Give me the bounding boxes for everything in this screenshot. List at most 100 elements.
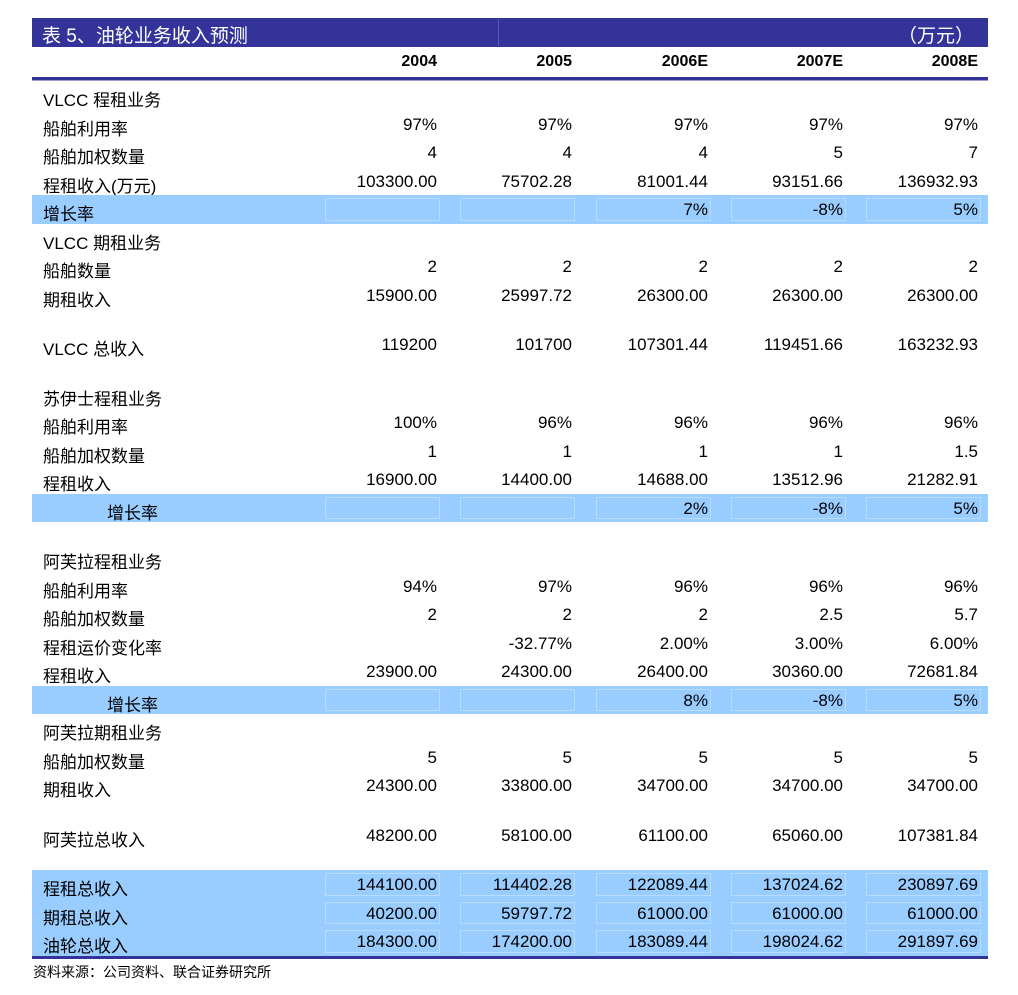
cell-value: 5%	[953, 200, 978, 219]
cell-border	[731, 198, 846, 221]
cell-border	[596, 873, 711, 896]
cell-border	[866, 873, 981, 896]
row-label: 增长率	[107, 695, 158, 715]
cell-border	[460, 496, 575, 519]
cell-value: 6.00%	[929, 633, 978, 653]
cell-border	[325, 496, 440, 519]
cell-value: 94%	[402, 576, 437, 596]
cell-value: 1	[562, 441, 572, 461]
cell-value: 122089.44	[627, 875, 708, 894]
cell-border	[731, 873, 846, 896]
cell-value: 15900.00	[366, 285, 437, 305]
cell-value: 97%	[673, 114, 708, 134]
cell-value: 2	[698, 605, 708, 624]
cell-border	[460, 688, 575, 711]
cell-value: 65060.00	[772, 825, 843, 845]
cell-value: 13512.96	[772, 470, 843, 489]
table-row: 船舶加权数量 2 2 2 2.5 5.7	[32, 600, 988, 629]
cell-value: 25997.72	[501, 285, 572, 305]
cell-value: 107301.44	[627, 335, 708, 354]
cell-value: -8%	[812, 690, 843, 710]
cell-value: 96%	[673, 413, 708, 432]
table-title-bar: 表 5、油轮业务收入预测 （万元）	[32, 18, 988, 47]
cell-value: 107381.84	[897, 825, 978, 845]
cell-border	[866, 901, 981, 924]
cell-value: 97%	[402, 114, 437, 134]
cell-value: 97%	[537, 576, 572, 596]
cell-value: 33800.00	[501, 776, 572, 795]
row-label: 苏伊士程租业务	[43, 389, 162, 409]
cell-value: 198024.62	[762, 932, 843, 951]
cell-value: 5	[833, 747, 843, 767]
row-label: 程租收入	[43, 475, 111, 494]
row-label: 船舶加权数量	[43, 446, 145, 466]
cell-value: -8%	[812, 498, 843, 518]
cell-value: 81001.44	[637, 171, 708, 191]
cell-value: 2	[427, 257, 437, 276]
cell-border	[866, 198, 981, 221]
cell-value: 2%	[683, 498, 708, 518]
cell-value: 34700.00	[637, 776, 708, 795]
cell-value: 230897.69	[897, 875, 978, 894]
cell-value: 2	[968, 257, 978, 276]
cell-border	[866, 496, 981, 519]
cell-border	[731, 496, 846, 519]
column-header: 2008E	[931, 53, 978, 70]
cell-value: 137024.62	[762, 875, 843, 894]
cell-border	[460, 901, 575, 924]
cell-value: 26300.00	[772, 285, 843, 305]
cell-value: 24300.00	[501, 662, 572, 681]
row-label: 程租运价变化率	[43, 638, 162, 658]
table-row: 船舶利用率 94% 97% 96% 96% 96%	[32, 572, 988, 601]
cell-value: 5%	[953, 498, 978, 518]
cell-value: 72681.84	[907, 662, 978, 681]
cell-value: 2	[698, 257, 708, 276]
spacer-row	[32, 522, 988, 543]
cell-value: 21282.91	[907, 470, 978, 489]
cell-border	[596, 930, 711, 953]
cell-value: 119451.66	[763, 335, 843, 354]
row-label: 程租收入(万元)	[43, 176, 157, 196]
table-row: 增长率 8% -8% 5%	[32, 685, 988, 715]
cell-value: 114402.28	[492, 875, 572, 894]
cell-border	[325, 930, 440, 953]
cell-value: 14688.00	[637, 470, 708, 489]
cell-value: 1	[698, 441, 708, 461]
cell-value: 119200	[381, 335, 437, 354]
table-row: 船舶加权数量 5 5 5 5 5	[32, 743, 988, 772]
revenue-forecast-table: 表 5、油轮业务收入预测 （万元） 2004 2005 2006E 2007E 2008…	[32, 18, 988, 959]
table-row: 船舶利用率 100% 96% 96% 96% 96%	[32, 408, 988, 437]
row-label: 船舶数量	[43, 262, 111, 281]
table-row: 苏伊士程租业务	[32, 380, 988, 409]
cell-border	[866, 930, 981, 953]
cell-value: 96%	[943, 413, 978, 432]
table-row: 期租收入 15900.00 25997.72 26300.00 26300.00 2630…	[32, 281, 988, 310]
table-row: 油轮总收入 184300.00 174200.00 183089.44 198024.6…	[32, 927, 988, 956]
cell-value: 61100.00	[638, 825, 708, 845]
cell-value: 97%	[943, 114, 978, 134]
cell-value: 96%	[537, 413, 572, 432]
row-label: 期租总收入	[43, 908, 128, 928]
table-title: 表 5、油轮业务收入预测	[42, 26, 248, 47]
cell-value: 96%	[673, 576, 708, 596]
spacer-row	[32, 309, 988, 330]
cell-border	[596, 198, 711, 221]
table-bottom-border	[32, 955, 988, 959]
cell-value: 5	[562, 747, 572, 767]
cell-value: -32.77%	[508, 633, 572, 653]
cell-value: 103300.00	[356, 171, 437, 191]
table-row: 期租收入 24300.00 33800.00 34700.00 34700.00 3470…	[32, 771, 988, 800]
cell-value: 26300.00	[637, 285, 708, 305]
cell-value: 5	[698, 747, 708, 767]
cell-value: 1	[427, 441, 437, 461]
cell-value: 40200.00	[366, 903, 437, 923]
table-row: 程租收入(万元) 103300.00 75702.28 81001.44 93151.6…	[32, 167, 988, 196]
cell-value: 1	[833, 441, 843, 461]
cell-value: 61000.00	[637, 903, 708, 923]
row-label: 船舶利用率	[43, 581, 128, 601]
cell-value: 61000.00	[772, 903, 843, 923]
unit-label: （万元）	[897, 26, 974, 47]
row-label: 船舶加权数量	[43, 752, 145, 772]
source-note: 资料来源：公司资料、联合证券研究所	[33, 964, 271, 980]
cell-value: 5%	[953, 690, 978, 710]
